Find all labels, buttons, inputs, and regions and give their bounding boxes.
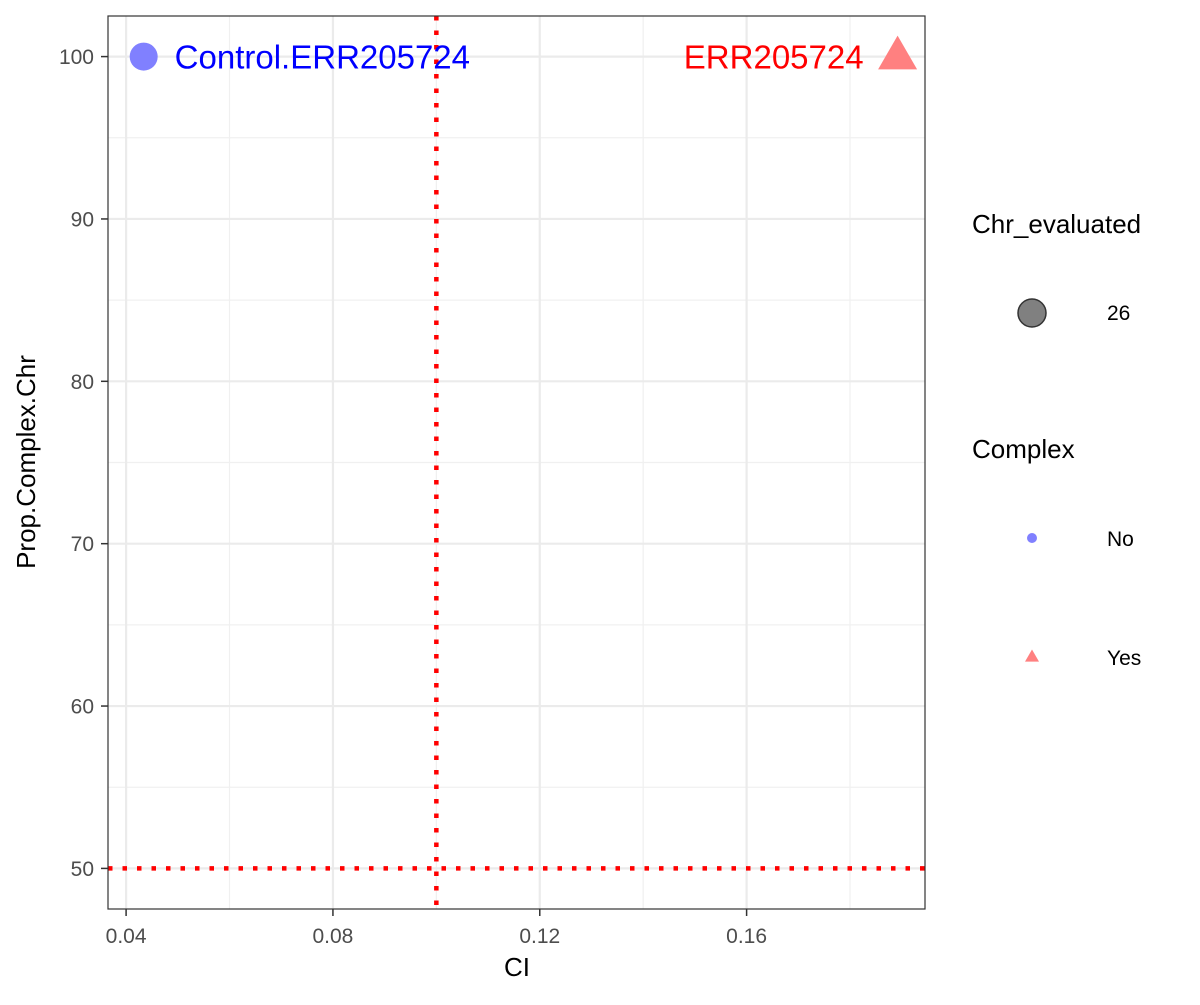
y-tick-label: 70 xyxy=(71,533,94,556)
legend-item-label: Yes xyxy=(1107,647,1141,670)
reference-lines xyxy=(108,16,925,909)
legend-title-complex: Complex xyxy=(972,434,1075,464)
y-tick-label: 80 xyxy=(71,371,94,394)
legend-key-size-circle xyxy=(1017,298,1047,328)
x-axis: 0.04 0.08 0.12 0.16 xyxy=(106,909,767,948)
data-point-triangle xyxy=(878,35,918,70)
data-points xyxy=(129,35,918,71)
y-tick-label: 90 xyxy=(71,208,94,231)
y-axis: 50 60 70 80 90 100 xyxy=(59,46,108,881)
legend-item-label: No xyxy=(1107,528,1134,551)
legend-key-triangle xyxy=(1025,649,1039,662)
panel-border xyxy=(107,15,926,910)
legend: Chr_evaluated 26 Complex No Yes xyxy=(972,209,1141,670)
data-point-circle xyxy=(129,42,158,71)
y-tick-label: 50 xyxy=(71,858,94,881)
point-label: ERR205724 xyxy=(684,39,864,76)
point-labels: Control.ERR205724 ERR205724 xyxy=(175,39,864,76)
x-axis-title: CI xyxy=(504,952,530,982)
x-tick-label: 0.12 xyxy=(519,925,560,948)
point-label: Control.ERR205724 xyxy=(175,39,470,76)
legend-title-chr-evaluated: Chr_evaluated xyxy=(972,209,1141,239)
legend-key-circle xyxy=(1027,533,1037,543)
x-tick-label: 0.16 xyxy=(726,925,767,948)
y-tick-label: 60 xyxy=(71,696,94,719)
x-tick-label: 0.08 xyxy=(312,925,353,948)
y-tick-label: 100 xyxy=(59,46,94,69)
x-tick-label: 0.04 xyxy=(106,925,147,948)
legend-item-label: 26 xyxy=(1107,302,1130,325)
y-axis-title: Prop.Complex.Chr xyxy=(11,355,41,569)
